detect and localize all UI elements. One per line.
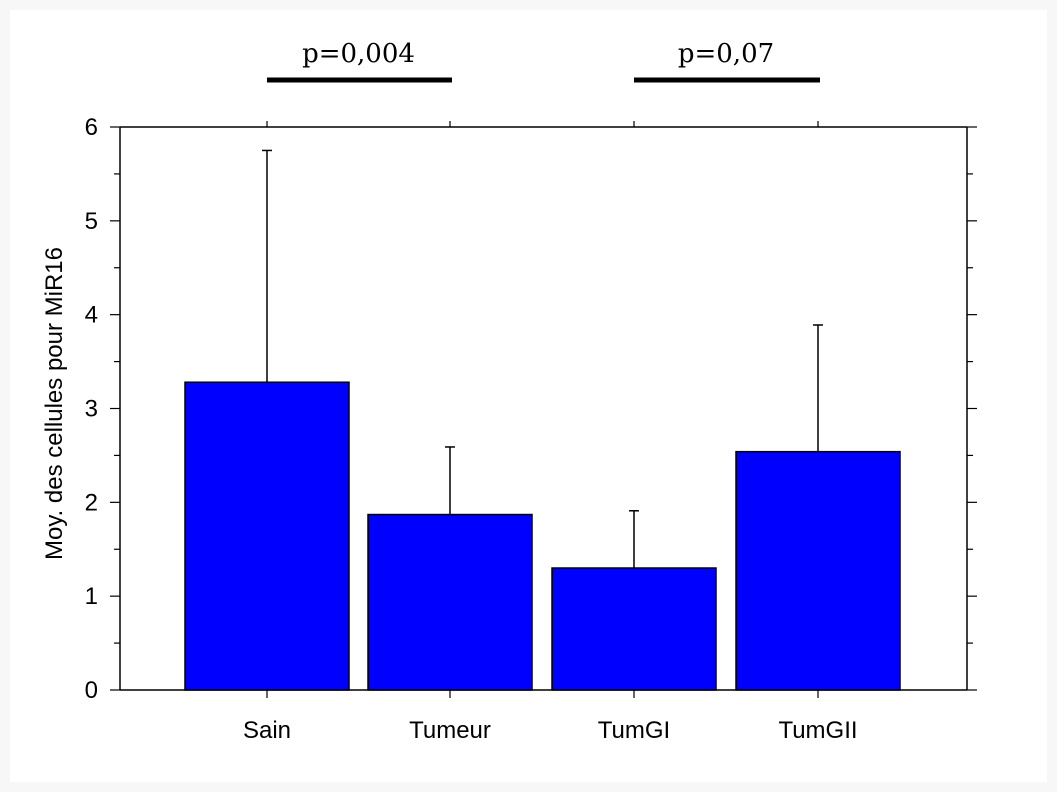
y-tick-label: 4 (85, 302, 98, 329)
y-tick-label: 2 (85, 489, 98, 516)
bar-tumeur (367, 513, 533, 691)
labels-layer: 0 1 2 3 4 5 6 Sain Tumeur TumGI TumGII Moy. des cel… (41, 114, 858, 744)
y-tick-label: 1 (85, 583, 98, 610)
x-tick-label: TumGI (598, 717, 670, 744)
y-tick-label: 5 (85, 208, 98, 235)
bar-chart: 0 1 2 3 4 5 6 Sain Tumeur TumGI TumGII Moy. des cel… (41, 39, 977, 744)
bar-tumgii (735, 450, 901, 691)
chart-container: 0 1 2 3 4 5 6 Sain Tumeur TumGI TumGII Moy. des cel… (10, 10, 1047, 782)
y-tick-label: 3 (85, 396, 98, 423)
p-value-label-2: p=0,07 (678, 39, 774, 69)
bars-layer (184, 381, 901, 691)
x-tick-label: TumGII (778, 717, 857, 744)
p-value-label-1: p=0,004 (302, 39, 415, 69)
y-axis-title: Moy. des cellules pour MiR16 (41, 247, 68, 560)
annotations-layer: p=0,004 p=0,07 (267, 39, 820, 83)
y-tick-label: 6 (85, 114, 98, 141)
x-tick-label: Sain (243, 717, 291, 744)
bar-sain (184, 381, 350, 691)
x-tick-label: Tumeur (409, 717, 491, 744)
y-tick-label: 0 (85, 677, 98, 704)
bar-tumgi (551, 567, 717, 691)
error-bars-layer (262, 149, 823, 569)
